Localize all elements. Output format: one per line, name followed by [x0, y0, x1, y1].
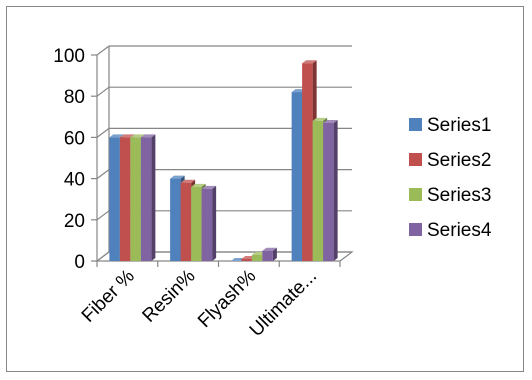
- legend-entry-series3: Series3: [409, 185, 491, 206]
- bar-front: [130, 137, 141, 261]
- legend-entry-series1: Series1: [409, 115, 491, 136]
- y-tick-label: 60: [64, 128, 85, 149]
- bar-front: [251, 254, 263, 261]
- bar-top: [119, 134, 135, 138]
- legend-entry-series2: Series2: [409, 150, 491, 171]
- bar-front: [323, 122, 334, 261]
- bar-top: [191, 183, 206, 187]
- y-tick-label: 20: [64, 211, 85, 232]
- bar-series4-3: [262, 247, 277, 261]
- bar-top: [262, 247, 277, 251]
- legend-entry-series4: Series4: [409, 220, 492, 241]
- x-tick-labels: Fiber % Resin%Flyash%Ultimate...: [78, 266, 321, 341]
- bar-side: [333, 119, 338, 261]
- y-tick-label: 100: [53, 46, 85, 67]
- chart-frame: 0 20 40 60 80 100 Fiber % Resin% Flyash% Ultimat…: [6, 6, 524, 372]
- bar-front: [140, 137, 152, 261]
- legend-label: Series2: [427, 150, 491, 171]
- legend: Series1 Series2 Series3 Series4: [409, 115, 492, 241]
- bar-top: [130, 134, 145, 138]
- bar-front: [312, 120, 324, 261]
- bar-front: [302, 63, 313, 261]
- x-tick-label: Fiber %: [78, 266, 139, 327]
- gridline-depth: [96, 210, 110, 221]
- gridline-depth: [96, 45, 110, 56]
- legend-swatch: [409, 188, 422, 201]
- legend-swatch: [409, 223, 422, 236]
- bar-side: [212, 185, 217, 261]
- y-tick-label: 40: [64, 170, 85, 191]
- bar-top: [312, 117, 328, 121]
- y-tick-labels: 0 20 40 60 80 100: [53, 46, 85, 273]
- bar-front: [119, 137, 131, 261]
- legend-label: Series3: [427, 185, 491, 206]
- x-tick-label: Ultimate...: [246, 266, 321, 341]
- bar-front: [180, 182, 192, 261]
- legend-swatch: [409, 153, 422, 166]
- legend-swatch: [409, 118, 422, 131]
- bar-front: [191, 186, 202, 261]
- y-tick-label: 0: [74, 252, 85, 273]
- bar-series4-4: [323, 119, 338, 261]
- bar-top: [302, 60, 317, 64]
- bar-side: [272, 247, 277, 261]
- bar-series4-1: [140, 134, 156, 261]
- bar-chart: 0 20 40 60 80 100 Fiber % Resin%Flyash%Ultimat…: [53, 45, 492, 341]
- bar-top: [170, 175, 185, 179]
- bar-front: [291, 92, 303, 261]
- bar-series4-2: [201, 185, 217, 261]
- bar-front: [170, 178, 181, 261]
- bar-top: [109, 134, 124, 138]
- bar-front: [109, 137, 120, 261]
- bar-side: [151, 134, 156, 261]
- legend-label: Series4: [427, 220, 492, 241]
- bar-front: [241, 258, 252, 261]
- bar-top: [323, 119, 338, 123]
- x-tick-label: Resin%: [139, 266, 200, 327]
- bar-front: [262, 250, 273, 261]
- y-tick-label: 80: [64, 87, 85, 108]
- gridline-depth: [96, 127, 110, 138]
- gridline-depth: [96, 169, 110, 180]
- bars: [109, 60, 338, 261]
- gridline-depth: [96, 86, 110, 97]
- bar-top: [201, 185, 217, 189]
- bar-top: [140, 134, 156, 138]
- legend-label: Series1: [427, 115, 491, 136]
- bar-front: [201, 188, 213, 261]
- bar-top: [180, 179, 196, 183]
